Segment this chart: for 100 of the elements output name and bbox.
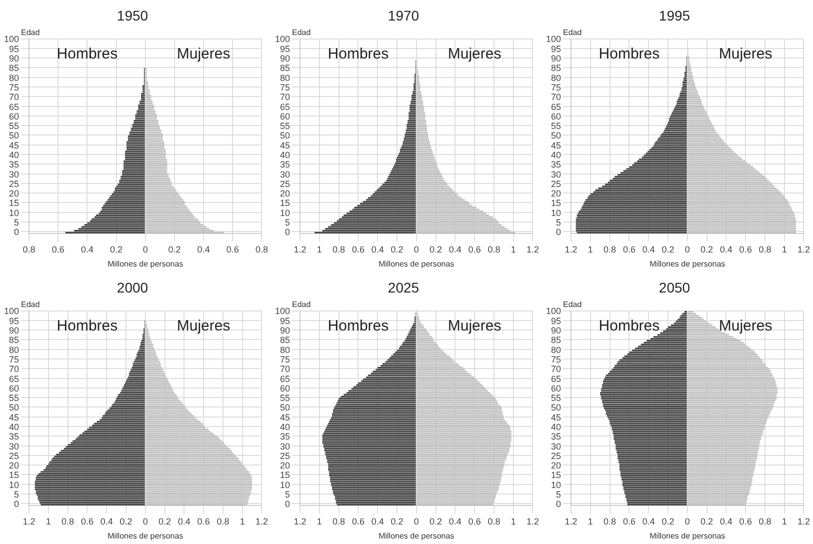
y-axis-title: Edad [292, 300, 311, 310]
y-tick-label: 10 [9, 208, 20, 218]
y-tick-label: 55 [551, 121, 562, 132]
x-tick-label: 0.2 [390, 516, 404, 526]
y-tick-label: 90 [280, 326, 290, 336]
x-tick-label: 0.6 [352, 244, 364, 254]
x-tick-label: 0.4 [197, 244, 210, 254]
x-tick-label: 0.2 [120, 516, 132, 526]
y-tick-label: 20 [551, 460, 562, 471]
y-tick-label: 30 [280, 441, 290, 452]
y-tick-label: 0 [14, 499, 20, 510]
x-tick-label: 1.2 [294, 244, 306, 254]
y-tick-label: 40 [280, 422, 290, 432]
x-tick-label: 0.8 [255, 244, 268, 254]
y-tick-label: 30 [551, 441, 562, 452]
y-tick-label: 45 [551, 140, 562, 150]
x-tick-label: 0.8 [604, 244, 616, 254]
chart-title: 2050 [658, 279, 690, 296]
x-tick-label: 0.6 [52, 244, 64, 254]
x-tick-label: 1 [782, 244, 787, 254]
y-tick-label: 70 [280, 364, 290, 374]
y-tick-label: 90 [9, 54, 20, 64]
chart-title: 2000 [116, 279, 148, 296]
x-tick-label: 0.8 [62, 516, 74, 526]
y-tick-label: 20 [9, 460, 20, 471]
x-tick-label: 1.2 [255, 516, 268, 526]
series-label: Mujeres [718, 45, 772, 62]
y-tick-label: 80 [9, 344, 20, 355]
x-tick-label: 0.6 [468, 244, 481, 254]
y-axis-title: Edad [21, 300, 40, 310]
text: Mujeres [448, 45, 502, 62]
y-tick-label: 30 [9, 169, 20, 180]
x-tick-label: 0.2 [662, 516, 674, 526]
x-axis-title: Millones de personas [650, 259, 726, 268]
x-tick-label: 0.4 [371, 516, 384, 526]
y-tick-label: 55 [9, 121, 20, 132]
y-tick-label: 40 [9, 422, 20, 432]
y-tick-label: 90 [280, 54, 290, 64]
x-tick-label: 0.8 [758, 244, 772, 254]
x-tick-label: 0.4 [720, 244, 732, 254]
x-tick-label: 1 [510, 516, 516, 526]
y-axis-title: Edad [563, 300, 582, 310]
y-tick-label: 30 [551, 169, 562, 180]
x-tick-label: 0.2 [700, 244, 714, 254]
y-tick-label: 85 [551, 335, 562, 346]
y-tick-label: 50 [9, 402, 20, 413]
x-tick-label: 0.4 [642, 516, 655, 526]
x-tick-label: 0.2 [430, 516, 442, 526]
x-tick-label: 1 [588, 516, 593, 526]
x-tick-label: 0.6 [468, 516, 481, 526]
y-tick-label: 35 [551, 160, 562, 170]
y-tick-label: 40 [551, 422, 562, 432]
y-tick-label: 25 [280, 178, 290, 189]
x-tick-label: 0.8 [758, 516, 772, 526]
x-tick-label: 0.8 [332, 516, 346, 526]
x-axis-title: Millones de personas [108, 259, 184, 268]
y-tick-label: 65 [280, 102, 290, 112]
y-tick-label: 65 [9, 102, 20, 112]
y-tick-label: 95 [9, 44, 20, 54]
x-tick-label: 1.2 [294, 516, 306, 526]
y-tick-label: 50 [280, 402, 290, 413]
y-tick-label: 45 [280, 412, 290, 422]
y-tick-label: 80 [551, 72, 562, 83]
y-tick-label: 80 [9, 72, 20, 83]
x-tick-label: 0.6 [622, 244, 636, 254]
x-tick-label: 0.4 [371, 244, 384, 254]
x-axis-title: Millones de personas [108, 531, 184, 540]
y-tick-label: 70 [9, 364, 20, 374]
x-tick-label: 0.6 [80, 516, 94, 526]
x-tick-label: 0.8 [216, 516, 230, 526]
x-tick-label: 0 [414, 244, 419, 254]
y-tick-label: 70 [280, 92, 290, 102]
y-tick-label: 70 [551, 364, 562, 374]
y-tick-label: 25 [9, 178, 20, 189]
x-tick-label: 1.2 [526, 244, 539, 254]
y-tick-label: 0 [556, 227, 562, 238]
y-tick-label: 85 [280, 335, 290, 346]
x-tick-label: 0.2 [168, 244, 181, 254]
x-tick-label: 0 [142, 244, 148, 254]
y-tick-label: 15 [9, 198, 20, 208]
y-tick-label: 70 [551, 92, 562, 102]
x-tick-label: 0.2 [430, 244, 442, 254]
y-tick-label: 20 [551, 188, 562, 199]
y-tick-label: 90 [551, 326, 562, 336]
y-tick-label: 25 [551, 450, 562, 461]
y-tick-label: 25 [551, 178, 562, 189]
y-tick-label: 40 [280, 150, 290, 160]
y-tick-label: 20 [280, 188, 290, 199]
y-tick-label: 5 [556, 489, 562, 500]
chart-title: 1950 [116, 7, 148, 24]
y-tick-label: 35 [280, 160, 290, 170]
y-tick-label: 50 [551, 130, 562, 141]
y-tick-label: 75 [280, 82, 290, 92]
y-tick-label: 95 [551, 316, 562, 326]
x-tick-label: 0.6 [352, 516, 364, 526]
y-tick-label: 55 [9, 393, 20, 404]
x-tick-label: 0.8 [488, 516, 500, 526]
series-label: Hombres [56, 317, 118, 334]
x-tick-label: 1 [316, 516, 322, 526]
y-tick-label: 35 [551, 432, 562, 442]
